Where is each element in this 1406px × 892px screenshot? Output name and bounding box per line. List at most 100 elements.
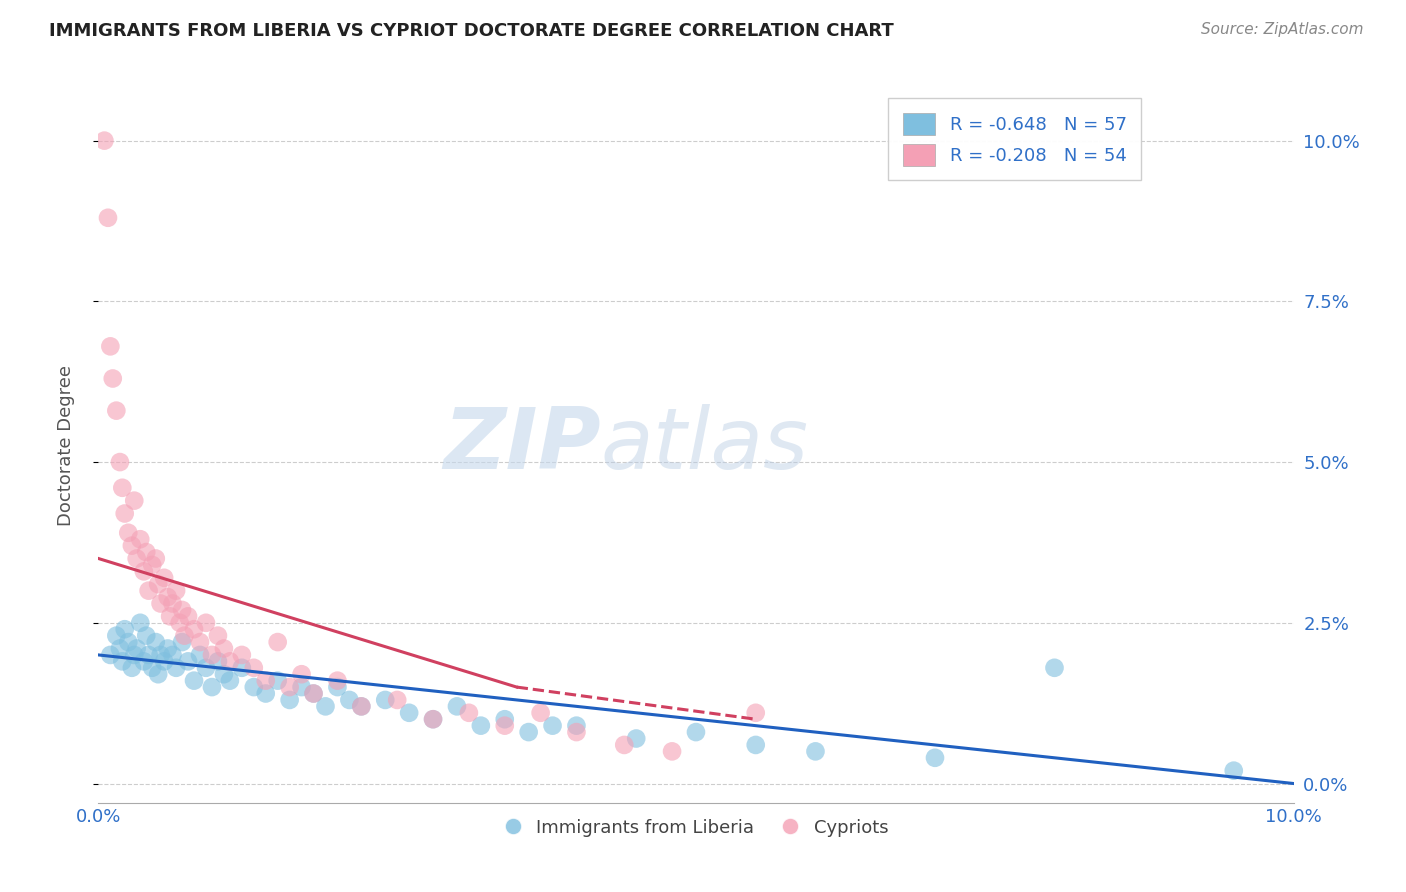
- Point: [350, 699, 373, 714]
- Point: [212, 641, 235, 656]
- Point: [101, 371, 124, 385]
- Point: [541, 719, 564, 733]
- Point: [145, 635, 167, 649]
- Point: [212, 667, 235, 681]
- Point: [124, 648, 146, 662]
- Point: [149, 597, 172, 611]
- Point: [661, 744, 683, 758]
- Point: [291, 667, 314, 681]
- Point: [165, 583, 187, 598]
- Legend: Immigrants from Liberia, Cypriots: Immigrants from Liberia, Cypriots: [496, 812, 896, 844]
- Point: [169, 615, 191, 630]
- Point: [177, 654, 200, 668]
- Point: [145, 551, 167, 566]
- Point: [243, 680, 266, 694]
- Point: [278, 693, 301, 707]
- Point: [195, 661, 218, 675]
- Text: IMMIGRANTS FROM LIBERIA VS CYPRIOT DOCTORATE DEGREE CORRELATION CHART: IMMIGRANTS FROM LIBERIA VS CYPRIOT DOCTO…: [49, 22, 894, 40]
- Point: [188, 648, 211, 662]
- Point: [108, 455, 131, 469]
- Point: [385, 693, 409, 707]
- Point: [125, 641, 148, 656]
- Point: [254, 686, 277, 700]
- Point: [804, 744, 827, 758]
- Point: [446, 699, 468, 714]
- Point: [254, 673, 277, 688]
- Point: [159, 609, 181, 624]
- Point: [565, 719, 588, 733]
- Point: [398, 706, 420, 720]
- Point: [129, 533, 152, 547]
- Point: [243, 661, 266, 675]
- Point: [98, 648, 122, 662]
- Point: [117, 635, 139, 649]
- Point: [470, 719, 492, 733]
- Point: [153, 571, 176, 585]
- Point: [302, 686, 325, 700]
- Point: [201, 648, 224, 662]
- Point: [114, 507, 136, 521]
- Point: [156, 590, 179, 604]
- Point: [183, 622, 205, 636]
- Point: [494, 712, 516, 726]
- Point: [422, 712, 444, 726]
- Point: [924, 751, 946, 765]
- Point: [339, 693, 361, 707]
- Point: [162, 648, 184, 662]
- Point: [138, 648, 160, 662]
- Point: [267, 635, 290, 649]
- Point: [156, 641, 179, 656]
- Point: [291, 680, 314, 694]
- Point: [685, 725, 707, 739]
- Text: Source: ZipAtlas.com: Source: ZipAtlas.com: [1201, 22, 1364, 37]
- Point: [422, 712, 444, 726]
- Point: [626, 731, 648, 746]
- Point: [326, 680, 349, 694]
- Point: [1223, 764, 1246, 778]
- Y-axis label: Doctorate Degree: Doctorate Degree: [56, 366, 75, 526]
- Point: [374, 693, 396, 707]
- Point: [93, 134, 115, 148]
- Point: [350, 699, 373, 714]
- Point: [165, 661, 187, 675]
- Point: [267, 673, 290, 688]
- Point: [149, 648, 172, 662]
- Point: [117, 525, 139, 540]
- Point: [219, 654, 242, 668]
- Point: [111, 654, 134, 668]
- Point: [1043, 661, 1066, 675]
- Point: [530, 706, 553, 720]
- Point: [132, 654, 155, 668]
- Point: [153, 654, 176, 668]
- Point: [207, 629, 229, 643]
- Point: [162, 597, 184, 611]
- Point: [172, 635, 194, 649]
- Point: [132, 565, 155, 579]
- Text: ZIP: ZIP: [443, 404, 600, 488]
- Point: [745, 738, 768, 752]
- Point: [97, 211, 120, 225]
- Point: [494, 719, 516, 733]
- Point: [302, 686, 325, 700]
- Point: [105, 629, 128, 643]
- Point: [195, 615, 218, 630]
- Point: [183, 673, 205, 688]
- Point: [121, 539, 143, 553]
- Point: [148, 667, 170, 681]
- Point: [188, 635, 211, 649]
- Point: [315, 699, 337, 714]
- Point: [98, 339, 122, 353]
- Point: [173, 629, 195, 643]
- Point: [565, 725, 588, 739]
- Point: [201, 680, 224, 694]
- Point: [177, 609, 200, 624]
- Point: [207, 654, 229, 668]
- Point: [458, 706, 481, 720]
- Point: [129, 615, 152, 630]
- Point: [148, 577, 170, 591]
- Point: [141, 661, 163, 675]
- Point: [135, 629, 157, 643]
- Point: [105, 403, 128, 417]
- Point: [135, 545, 157, 559]
- Point: [231, 661, 253, 675]
